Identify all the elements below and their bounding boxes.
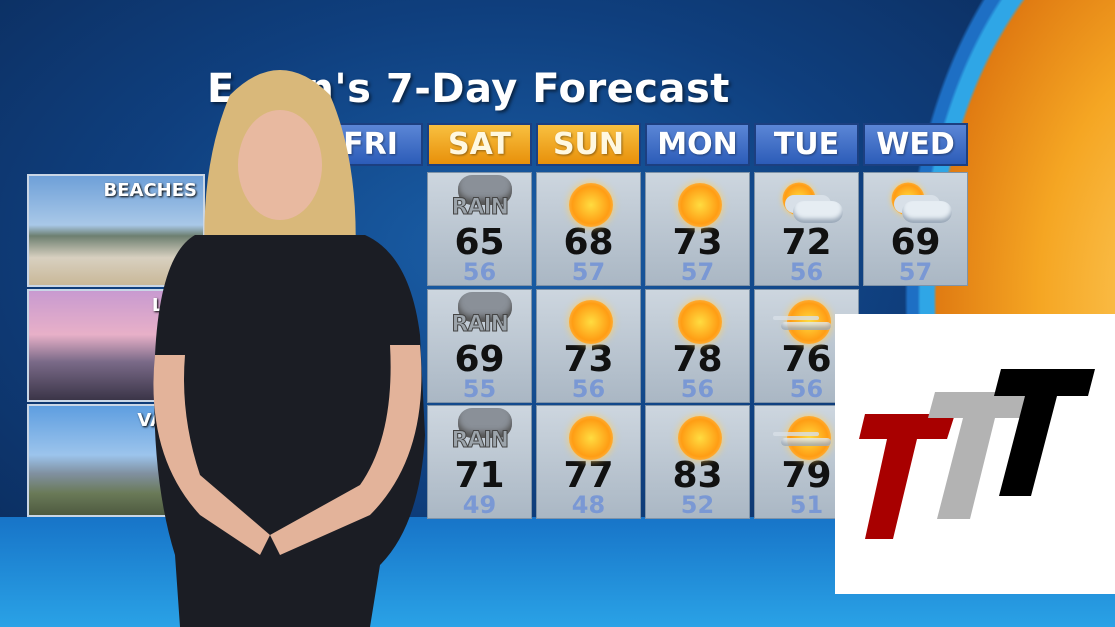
- low-temp: 56: [571, 375, 606, 403]
- forecast-cell: 73 57: [645, 172, 750, 286]
- title-fragment: yn's 7-Day Forecast: [278, 66, 730, 112]
- presenter-arm: [270, 345, 422, 555]
- logo-ttt-icon: [859, 369, 1095, 539]
- high-temp: 78: [672, 339, 723, 380]
- rain-icon: RAIN: [440, 292, 520, 352]
- day-header-tue: TUE: [754, 123, 859, 166]
- low-temp: 49: [462, 491, 497, 519]
- low-temp: 48: [571, 491, 606, 519]
- presenter: [153, 70, 425, 627]
- sunny-icon: [658, 175, 738, 235]
- forecast-cell: RAIN 69 55: [427, 289, 532, 403]
- presenter-arm: [153, 355, 270, 555]
- channel-logo: [835, 314, 1115, 594]
- forecast-cell: 69 57: [863, 172, 968, 286]
- high-temp: 77: [563, 455, 614, 496]
- forecast-cell: RAIN 71 49: [427, 405, 532, 519]
- sunny-icon: [549, 408, 629, 468]
- low-temp: 55: [462, 375, 497, 403]
- day-header-mon: MON: [645, 123, 750, 166]
- sunny-icon: [549, 175, 629, 235]
- day-header-sat: SAT: [427, 123, 532, 166]
- sunny-icon: [658, 292, 738, 352]
- high-temp: 83: [672, 455, 723, 496]
- rain-label: RAIN: [451, 195, 510, 221]
- high-temp: 73: [672, 222, 723, 263]
- low-temp: 57: [680, 258, 715, 286]
- low-temp: 56: [789, 258, 824, 286]
- high-temp: 72: [781, 222, 832, 263]
- partly-cloudy-icon: [767, 175, 847, 235]
- low-temp: 51: [789, 491, 824, 519]
- rain-label: RAIN: [451, 428, 510, 454]
- low-temp: 56: [462, 258, 497, 286]
- day-header-sun: SUN: [536, 123, 641, 166]
- sunny-icon: [658, 408, 738, 468]
- low-temp: 56: [680, 375, 715, 403]
- presenter-face: [238, 110, 322, 220]
- forecast-cell: 68 57: [536, 172, 641, 286]
- high-temp: 73: [563, 339, 614, 380]
- rain-label: RAIN: [451, 312, 510, 338]
- forecast-cell: 77 48: [536, 405, 641, 519]
- hazy-sun-icon: [767, 408, 847, 468]
- forecast-cell: 83 52: [645, 405, 750, 519]
- forecast-cell: 78 56: [645, 289, 750, 403]
- rain-icon: RAIN: [440, 408, 520, 468]
- low-temp: 52: [680, 491, 715, 519]
- high-temp: 79: [781, 455, 832, 496]
- hazy-sun-icon: [767, 292, 847, 352]
- forecast-cell: 73 56: [536, 289, 641, 403]
- high-temp: 69: [454, 339, 505, 380]
- low-temp: 56: [789, 375, 824, 403]
- day-header-wed: WED: [863, 123, 968, 166]
- high-temp: 71: [454, 455, 505, 496]
- low-temp: 57: [571, 258, 606, 286]
- high-temp: 69: [890, 222, 941, 263]
- sunny-icon: [549, 292, 629, 352]
- high-temp: 76: [781, 339, 832, 380]
- rain-icon: RAIN: [440, 175, 520, 235]
- high-temp: 68: [563, 222, 614, 263]
- region-beaches: BEACHES: [27, 174, 205, 287]
- partly-cloudy-icon: [876, 175, 956, 235]
- high-temp: 65: [454, 222, 505, 263]
- forecast-cell: 72 56: [754, 172, 859, 286]
- low-temp: 57: [898, 258, 933, 286]
- region-label: BEACHES: [103, 180, 197, 201]
- forecast-cell: RAIN 65 56: [427, 172, 532, 286]
